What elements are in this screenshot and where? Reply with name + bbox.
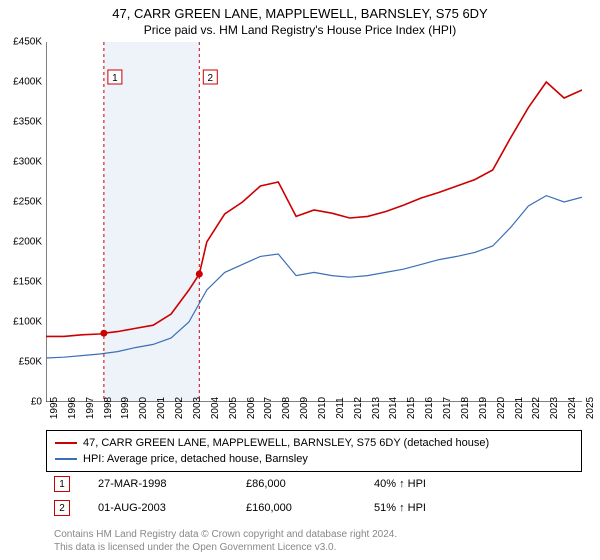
attribution-line1: Contains HM Land Registry data © Crown c… <box>54 529 397 542</box>
x-tick-label: 2005 <box>228 397 239 419</box>
x-tick-label: 2024 <box>567 397 578 419</box>
marker-point <box>100 330 107 337</box>
x-tick-label: 2012 <box>353 397 364 419</box>
y-tick-label: £300K <box>13 157 42 168</box>
y-tick-label: £0 <box>31 397 42 408</box>
x-tick-label: 2002 <box>174 397 185 419</box>
y-tick-label: £100K <box>13 317 42 328</box>
marker-row-hpi: 51% ↑ HPI <box>374 502 574 514</box>
y-tick-label: £200K <box>13 237 42 248</box>
marker-badge-1: 1 <box>108 70 122 84</box>
legend: 47, CARR GREEN LANE, MAPPLEWELL, BARNSLE… <box>46 430 582 472</box>
attribution-text: Contains HM Land Registry data © Crown c… <box>54 529 397 554</box>
marker-row-date: 27-MAR-1998 <box>98 478 218 490</box>
x-tick-label: 1999 <box>120 397 131 419</box>
x-tick-label: 1996 <box>67 397 78 419</box>
marker-point <box>196 271 203 278</box>
x-tick-label: 2013 <box>371 397 382 419</box>
y-tick-label: £450K <box>13 37 42 48</box>
y-tick-label: £250K <box>13 197 42 208</box>
x-tick-label: 2009 <box>299 397 310 419</box>
x-tick-label: 2020 <box>496 397 507 419</box>
marker-row-date: 01-AUG-2003 <box>98 502 218 514</box>
legend-label: 47, CARR GREEN LANE, MAPPLEWELL, BARNSLE… <box>83 435 489 451</box>
legend-swatch <box>55 458 77 460</box>
x-tick-label: 2010 <box>317 397 328 419</box>
x-tick-label: 2021 <box>514 397 525 419</box>
marker-row-price: £160,000 <box>246 502 346 514</box>
legend-item-property: 47, CARR GREEN LANE, MAPPLEWELL, BARNSLE… <box>55 435 573 451</box>
chart-subtitle: Price paid vs. HM Land Registry's House … <box>0 23 600 37</box>
title-block: 47, CARR GREEN LANE, MAPPLEWELL, BARNSLE… <box>0 0 600 37</box>
svg-text:2: 2 <box>208 73 214 84</box>
legend-item-hpi: HPI: Average price, detached house, Barn… <box>55 451 573 467</box>
x-tick-label: 1997 <box>85 397 96 419</box>
x-tick-label: 2007 <box>263 397 274 419</box>
marker-row-1: 1 27-MAR-1998 £86,000 40% ↑ HPI <box>46 472 582 496</box>
x-tick-label: 2000 <box>138 397 149 419</box>
marker-row-hpi: 40% ↑ HPI <box>374 478 574 490</box>
marker-badge-2: 2 <box>203 70 217 84</box>
chart-title: 47, CARR GREEN LANE, MAPPLEWELL, BARNSLE… <box>0 6 600 21</box>
x-tick-label: 2008 <box>281 397 292 419</box>
marker-table: 1 27-MAR-1998 £86,000 40% ↑ HPI 2 01-AUG-2003… <box>46 472 582 520</box>
y-tick-label: £400K <box>13 77 42 88</box>
x-tick-label: 2022 <box>531 397 542 419</box>
x-tick-label: 2015 <box>406 397 417 419</box>
marker-row-badge: 1 <box>54 476 70 492</box>
marker-row-2: 2 01-AUG-2003 £160,000 51% ↑ HPI <box>46 496 582 520</box>
y-tick-label: £50K <box>19 357 42 368</box>
x-tick-label: 2019 <box>478 397 489 419</box>
x-tick-label: 2001 <box>156 397 167 419</box>
x-tick-label: 2004 <box>210 397 221 419</box>
x-tick-label: 2023 <box>549 397 560 419</box>
marker-row-badge: 2 <box>54 500 70 516</box>
y-tick-label: £150K <box>13 277 42 288</box>
attribution-line2: This data is licensed under the Open Gov… <box>54 542 397 555</box>
marker-row-price: £86,000 <box>246 478 346 490</box>
svg-text:1: 1 <box>112 73 118 84</box>
chart-container: 47, CARR GREEN LANE, MAPPLEWELL, BARNSLE… <box>0 0 600 560</box>
x-tick-label: 2014 <box>388 397 399 419</box>
chart-svg: 12 <box>46 42 582 402</box>
x-tick-label: 2006 <box>246 397 257 419</box>
x-tick-label: 2025 <box>585 397 596 419</box>
y-tick-label: £350K <box>13 117 42 128</box>
x-tick-label: 2016 <box>424 397 435 419</box>
shaded-band <box>104 42 199 402</box>
x-tick-label: 1998 <box>103 397 114 419</box>
x-tick-label: 1995 <box>49 397 60 419</box>
x-tick-label: 2017 <box>442 397 453 419</box>
plot-area: 12 <box>46 42 582 402</box>
x-tick-label: 2018 <box>460 397 471 419</box>
legend-swatch <box>55 442 77 444</box>
legend-label: HPI: Average price, detached house, Barn… <box>83 451 308 467</box>
x-tick-label: 2003 <box>192 397 203 419</box>
x-tick-label: 2011 <box>335 397 346 419</box>
